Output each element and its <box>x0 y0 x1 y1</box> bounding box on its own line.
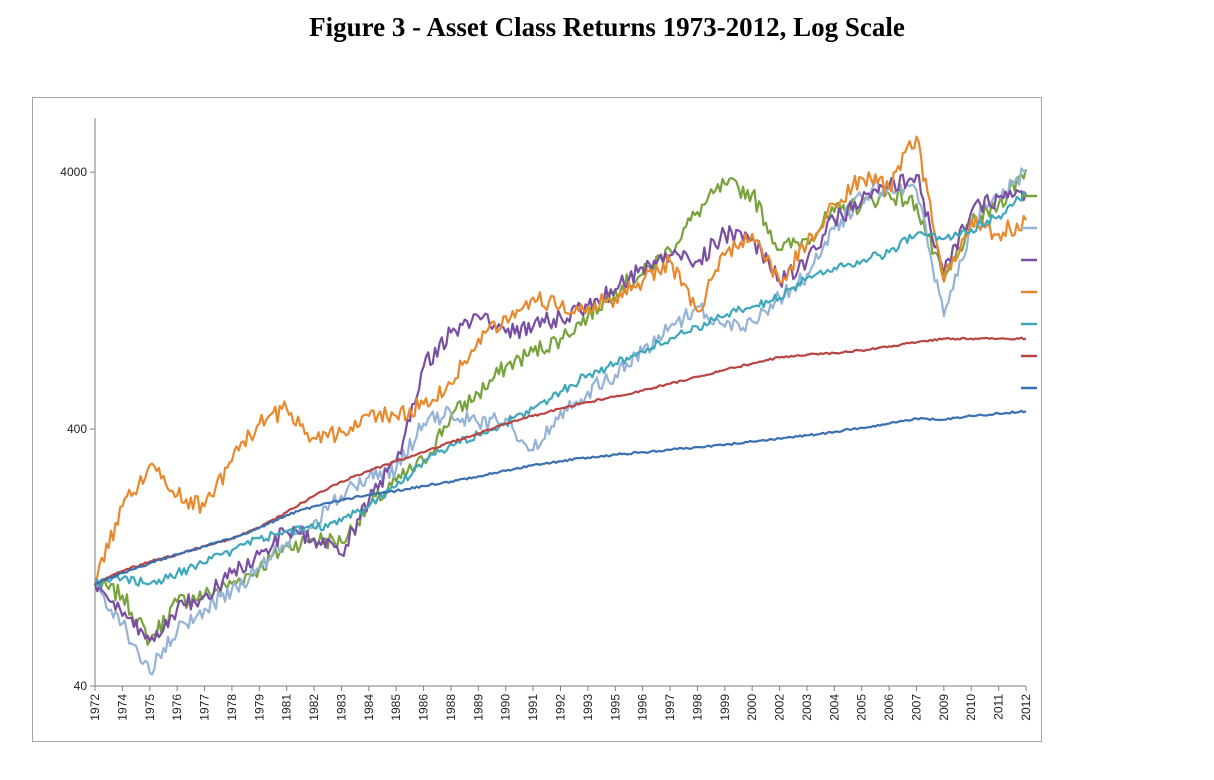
series-line-us-10-yr <box>94 190 1027 588</box>
x-tick-label: 2007 <box>909 694 923 721</box>
x-tick-label: 1974 <box>115 694 129 721</box>
x-tick-label: 1996 <box>636 694 650 721</box>
y-tick-label: 400 <box>67 422 87 436</box>
x-tick-label: 2005 <box>855 694 869 721</box>
x-tick-label: 2011 <box>992 694 1006 720</box>
chart-area: 40 400 4000 1972 1974 1975 1976 1977 1978 1979 198… <box>32 97 1042 742</box>
x-tick-label: 1988 <box>444 694 458 721</box>
x-tick-label: 1986 <box>417 694 431 721</box>
x-tick-label: 1989 <box>471 694 485 721</box>
x-tick-label: 1981 <box>280 694 294 721</box>
x-tick-label: 1999 <box>718 694 732 721</box>
series-line-gsci <box>93 135 1027 585</box>
x-tick-label: 1985 <box>389 694 403 721</box>
x-tick-label: 1984 <box>362 694 376 721</box>
figure-title: Figure 3 - Asset Class Returns 1973-2012… <box>309 12 905 42</box>
series-line-msci-eafe <box>93 173 1028 643</box>
x-tick-label: 1998 <box>690 694 704 721</box>
x-tick-label: 1990 <box>499 694 513 721</box>
x-tick-label: 1976 <box>170 694 184 721</box>
x-tick-label: 2004 <box>827 694 841 721</box>
series-line-cpi <box>94 409 1027 585</box>
line-chart: 40 400 4000 1972 1974 1975 1976 1977 1978 1979 198… <box>60 118 1037 721</box>
series-line-nareit <box>94 167 1027 676</box>
x-tick-label: 1991 <box>526 694 540 721</box>
x-tick-label: 1997 <box>663 694 677 721</box>
x-tick-label: 1979 <box>252 694 266 721</box>
x-tick-label: 1972 <box>88 694 102 721</box>
x-tick-label: 1982 <box>307 694 321 721</box>
x-tick-label: 2009 <box>937 694 951 721</box>
x-tick-label: 2006 <box>882 694 896 721</box>
x-tick-label: 1978 <box>225 694 239 721</box>
x-tick-label: 2002 <box>773 694 787 721</box>
x-tick-label: 2012 <box>1019 694 1033 721</box>
y-tick-label: 4000 <box>60 165 87 179</box>
x-tick-label: 1975 <box>143 694 157 721</box>
x-tick-label: 2010 <box>964 694 978 721</box>
x-tick-label: 2000 <box>745 694 759 721</box>
x-tick-label: 1977 <box>198 694 212 721</box>
y-tick-label: 40 <box>74 679 88 693</box>
x-tick-label: 1992 <box>554 694 568 721</box>
x-tick-label: 1983 <box>334 694 348 721</box>
x-tick-label: 1995 <box>608 694 622 721</box>
x-tick-label: 1993 <box>581 694 595 721</box>
x-tick-label: 2003 <box>800 694 814 721</box>
